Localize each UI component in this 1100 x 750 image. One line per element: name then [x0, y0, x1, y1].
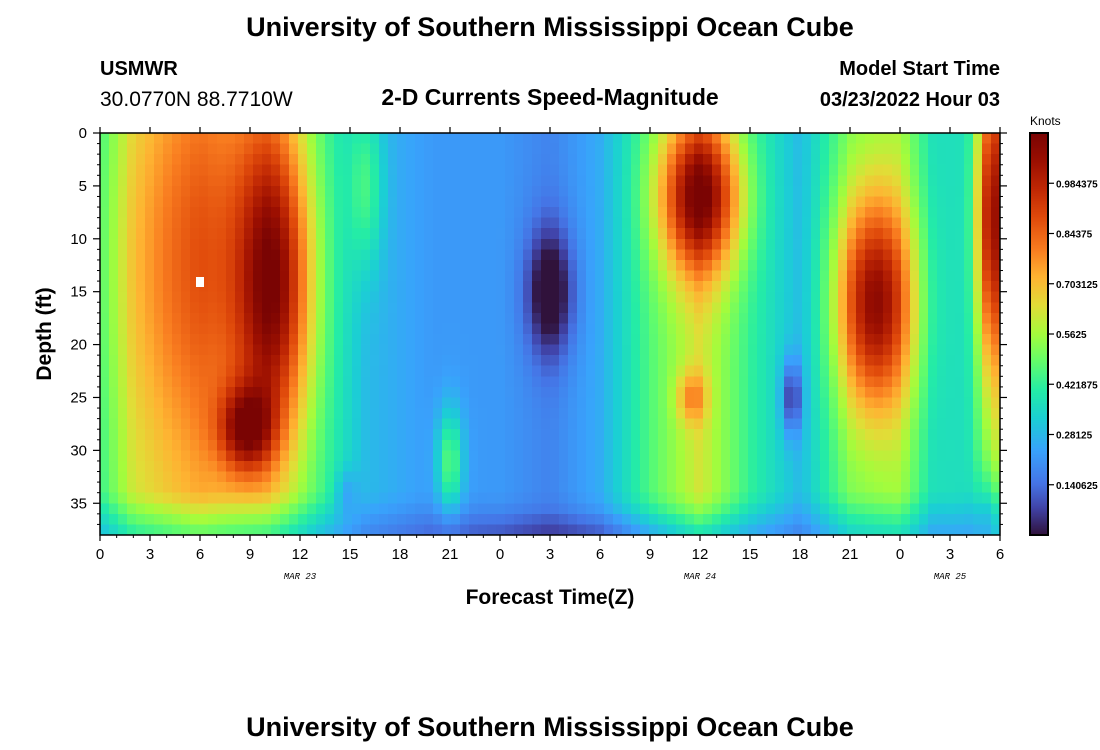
y-axis: 0 5 10 15 20 25 30 35: [70, 125, 1007, 525]
x-tick-label: 21: [442, 546, 459, 563]
footer-title: University of Southern Mississippi Ocean…: [246, 712, 854, 742]
model-start-time: 03/23/2022 Hour 03: [820, 89, 1000, 111]
x-tick-label: 9: [646, 546, 654, 563]
colorbar-tick-label: 0.28125: [1056, 431, 1093, 442]
y-tick-label: 5: [79, 178, 87, 195]
chart-title: 2-D Currents Speed-Magnitude: [381, 84, 718, 110]
x-tick-label: 18: [392, 546, 409, 563]
date-label: MAR 24: [684, 572, 716, 582]
date-label: MAR 23: [284, 572, 317, 582]
y-axis-label: Depth (ft): [33, 287, 56, 380]
date-labels: MAR 23 MAR 24 MAR 25: [284, 572, 967, 582]
y-tick-label: 15: [70, 284, 87, 301]
y-tick-label: 10: [70, 231, 87, 248]
y-tick-label: 30: [70, 442, 87, 459]
model-start-label: Model Start Time: [839, 58, 1000, 80]
x-tick-label: 9: [246, 546, 254, 563]
colorbar-tick-label: 0.984375: [1056, 179, 1098, 190]
colorbar-tick-label: 0.140625: [1056, 481, 1098, 492]
y-tick-label: 20: [70, 337, 87, 354]
x-tick-label: 21: [842, 546, 859, 563]
colorbar-tick-label: 0.703125: [1056, 280, 1098, 291]
colorbar-gradient: [1030, 133, 1048, 535]
x-tick-label: 15: [742, 546, 759, 563]
x-tick-label: 18: [792, 546, 809, 563]
x-tick-label: 12: [292, 546, 309, 563]
x-tick-label: 3: [546, 546, 554, 563]
heatmap-field: [100, 133, 1000, 535]
page-title: University of Southern Mississippi Ocean…: [246, 12, 854, 42]
colorbar-tick-label: 0.5625: [1056, 330, 1087, 341]
colorbar: Knots 0.140625 0.28125 0.421875 0.5625 0.703…: [1029, 114, 1098, 536]
station-coordinates: 30.0770N 88.7710W: [100, 88, 293, 111]
x-tick-label: 0: [896, 546, 904, 563]
colorbar-tick-label: 0.84375: [1056, 230, 1093, 241]
y-tick-label: 0: [79, 125, 87, 142]
x-tick-label: 15: [342, 546, 359, 563]
x-tick-label: 0: [496, 546, 504, 563]
data-marker: [196, 277, 204, 287]
x-tick-label: 6: [596, 546, 604, 563]
x-tick-label: 12: [692, 546, 709, 563]
colorbar-ticks: 0.140625 0.28125 0.421875 0.5625 0.703125 0.8…: [1048, 179, 1098, 492]
y-tick-label: 25: [70, 389, 87, 406]
x-tick-label: 0: [96, 546, 104, 563]
x-tick-label: 3: [146, 546, 154, 563]
x-tick-label: 6: [996, 546, 1004, 563]
y-tick-label: 35: [70, 495, 87, 512]
date-label: MAR 25: [934, 572, 967, 582]
x-tick-label: 3: [946, 546, 954, 563]
station-name: USMWR: [100, 58, 178, 80]
x-axis: 0 3 6 9 12 15 18 21 0 3 6 9 12 15 18 21 0 3 6: [96, 127, 1004, 563]
colorbar-unit: Knots: [1030, 114, 1061, 128]
x-tick-label: 6: [196, 546, 204, 563]
colorbar-tick-label: 0.421875: [1056, 380, 1098, 391]
x-axis-label: Forecast Time(Z): [466, 586, 635, 609]
heatmap-plot: [99, 132, 1001, 536]
